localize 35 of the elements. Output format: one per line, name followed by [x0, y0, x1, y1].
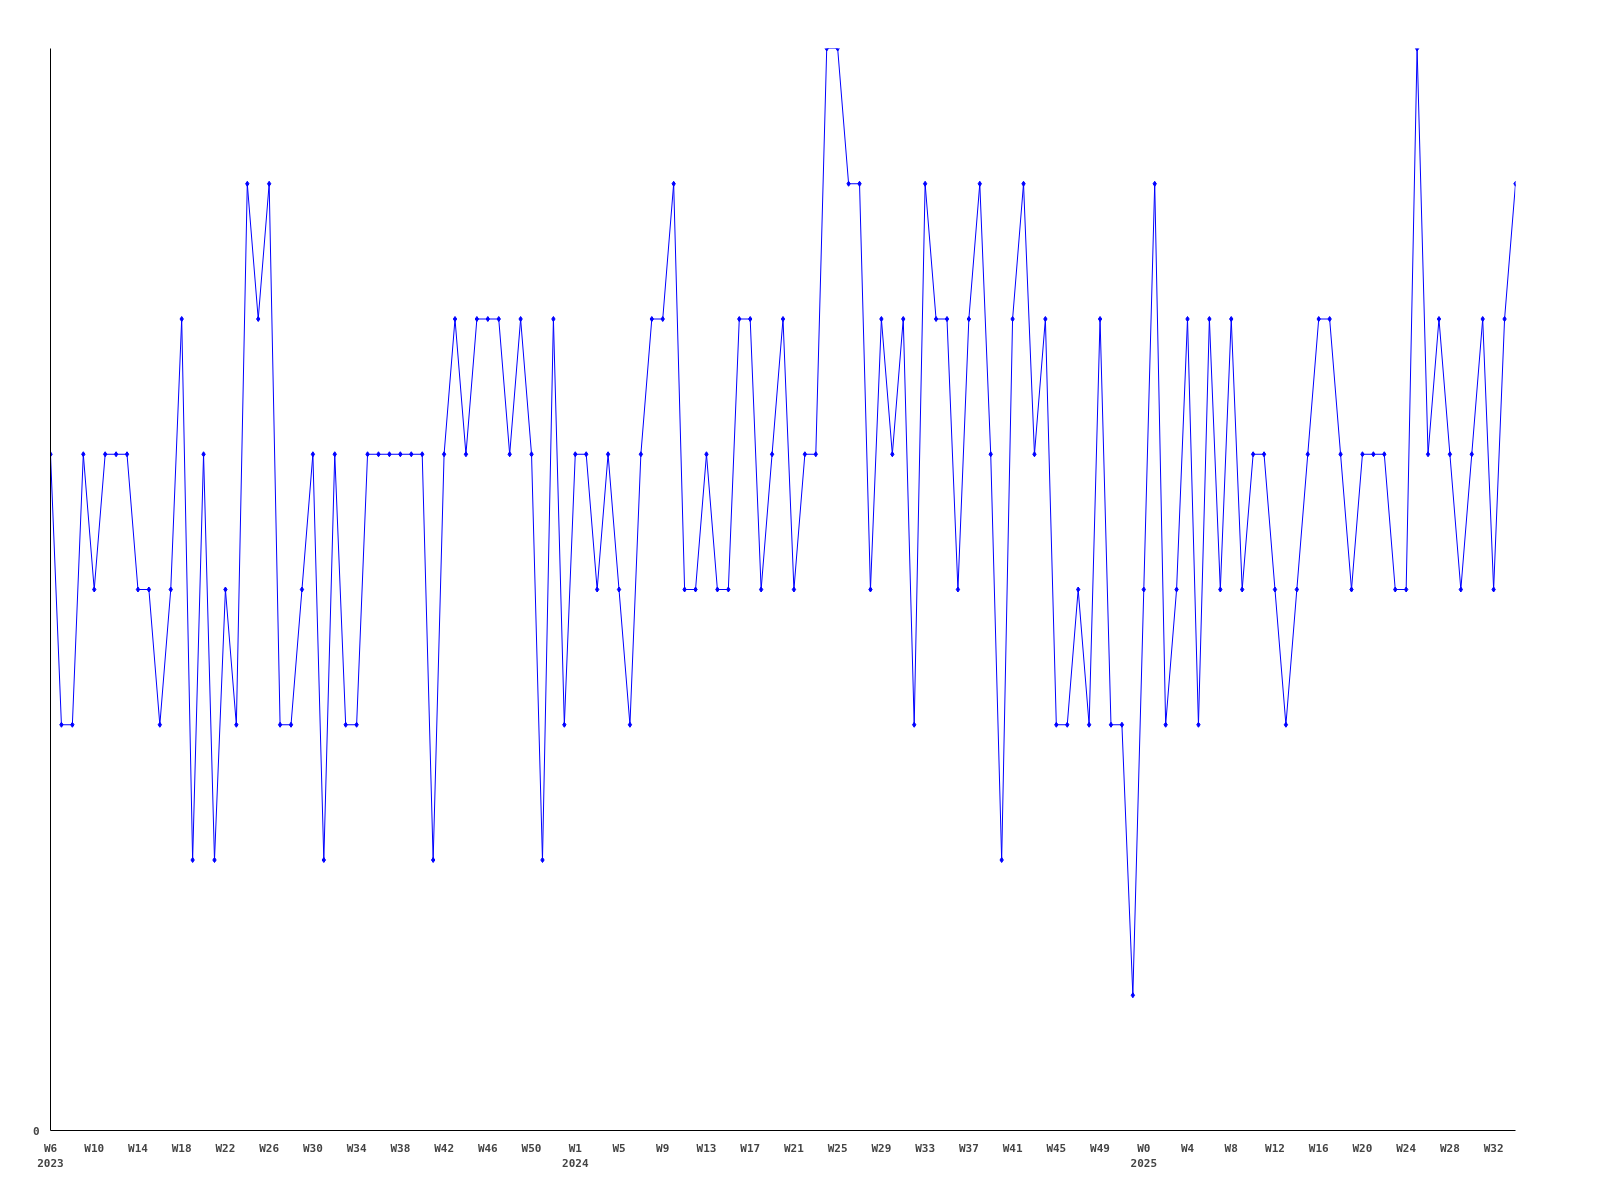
x-tick-label: W17 [740, 1141, 761, 1155]
x-tick-label: W16 [1308, 1141, 1330, 1155]
x-tick-label: W1 2024 [562, 1141, 589, 1171]
x-tick-label: W24 [1396, 1141, 1417, 1155]
x-tick-label: W10 [84, 1141, 105, 1155]
x-tick-label: W5 [612, 1141, 626, 1155]
x-tick-label: W46 [477, 1141, 499, 1155]
x-tick-label: W22 [215, 1141, 236, 1155]
x-tick-label: W45 [1046, 1141, 1067, 1155]
x-tick-label: W49 [1090, 1141, 1110, 1155]
x-tick-label: W30 [302, 1141, 323, 1155]
x-tick-label: W12 [1265, 1141, 1285, 1155]
x-tick-label: W50 [521, 1141, 542, 1155]
x-tick-label: W6 2023 [37, 1141, 64, 1171]
x-tick-label: W4 [1180, 1141, 1195, 1155]
x-tick-label: W42 [434, 1141, 455, 1155]
x-tick-label: W34 [346, 1141, 367, 1155]
x-tick-label: W20 [1352, 1141, 1373, 1155]
x-tick-label: W33 [915, 1141, 936, 1155]
x-tick-label: W8 [1224, 1141, 1238, 1155]
x-tick-label: W28 [1439, 1141, 1460, 1155]
x-tick-label: W26 [259, 1141, 280, 1155]
x-tick-label: W14 [128, 1141, 149, 1155]
text: 0 [32, 1124, 40, 1138]
x-tick-label: W21 [784, 1141, 805, 1155]
x-tick-label: W25 [827, 1141, 848, 1155]
x-tick-label: W29 [871, 1141, 892, 1155]
x-tick-label: W41 [1002, 1141, 1023, 1155]
x-tick-label: W13 [696, 1141, 717, 1155]
x-tick-label: W37 [958, 1141, 979, 1155]
x-tick-label: W0 2025 [1130, 1141, 1158, 1171]
x-tick-label: W18 [171, 1141, 192, 1155]
x-tick-label: W32 [1483, 1141, 1504, 1155]
x-tick-label: W38 [390, 1141, 411, 1155]
x-tick-label: W9 [656, 1141, 670, 1155]
